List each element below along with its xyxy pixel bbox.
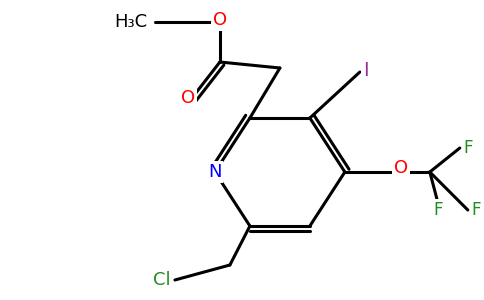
Text: O: O: [181, 89, 195, 107]
Text: i: i: [365, 63, 370, 81]
Text: F: F: [472, 201, 481, 219]
Text: F: F: [464, 139, 473, 157]
Text: H₃C: H₃C: [114, 13, 147, 31]
Text: F: F: [433, 201, 442, 219]
Text: Cl: Cl: [153, 271, 171, 289]
Text: I: I: [363, 61, 369, 80]
Text: N: N: [208, 163, 222, 181]
Text: O: O: [394, 159, 408, 177]
Text: O: O: [213, 11, 227, 29]
